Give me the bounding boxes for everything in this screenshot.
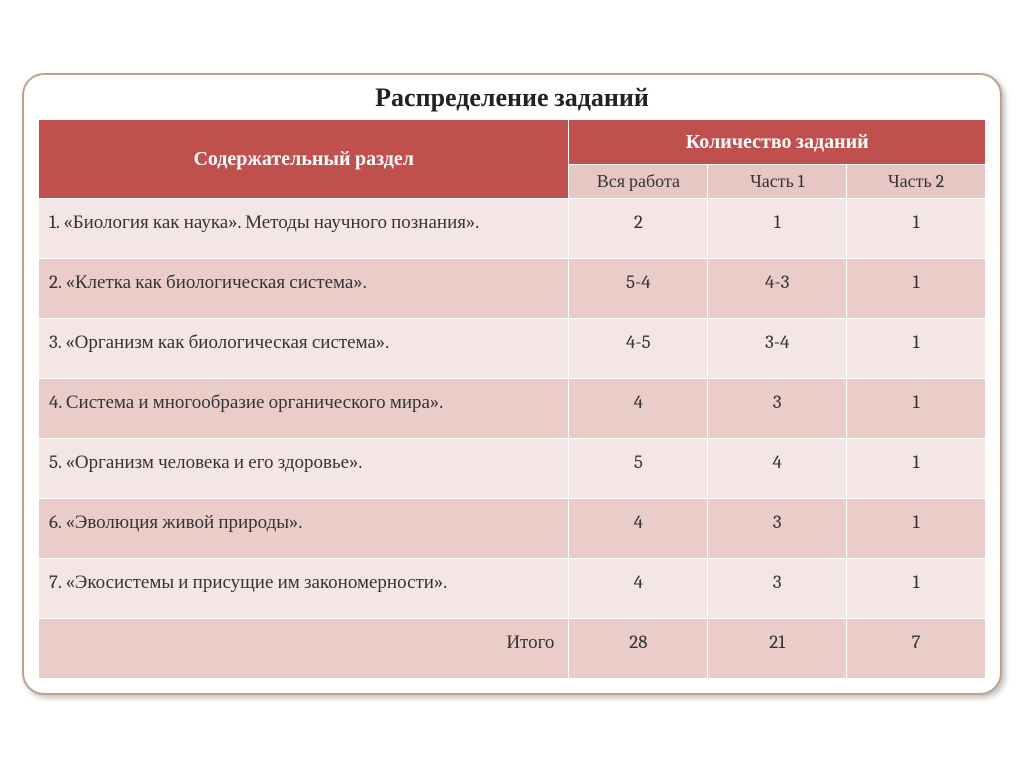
table-row: 5. «Организм человека и его здоровье». 5… [39,439,986,499]
cell-part1: 4 [708,439,847,499]
table-row: 2. «Клетка как биологическая система». 5… [39,259,986,319]
distribution-table: Содержательный раздел Количество заданий… [38,119,986,679]
table-row: 1. «Биология как наука». Методы научного… [39,199,986,259]
cell-total-part1: 21 [708,619,847,679]
cell-section: 1. «Биология как наука». Методы научного… [39,199,569,259]
table-row: 6. «Эволюция живой природы». 4 3 1 [39,499,986,559]
cell-part2: 1 [847,559,986,619]
cell-part2: 1 [847,259,986,319]
cell-section: 2. «Клетка как биологическая система». [39,259,569,319]
cell-section: 6. «Эволюция живой природы». [39,499,569,559]
cell-total: 4-5 [569,319,708,379]
header-sub-total: Вся работа [569,165,708,199]
cell-total-sum: 28 [569,619,708,679]
cell-total: 4 [569,499,708,559]
header-count: Количество заданий [569,120,986,165]
cell-total: 2 [569,199,708,259]
cell-part1: 3-4 [708,319,847,379]
table-frame: Распределение заданий Содержательный раз… [22,73,1002,695]
table-body: 1. «Биология как наука». Методы научного… [39,199,986,679]
header-sub-part2: Часть 2 [847,165,986,199]
table-row: 7. «Экосистемы и присущие им закономерно… [39,559,986,619]
header-sub-part1: Часть 1 [708,165,847,199]
cell-total-label: Итого [39,619,569,679]
table-row-total: Итого 28 21 7 [39,619,986,679]
page-title: Распределение заданий [38,83,986,113]
cell-part1: 1 [708,199,847,259]
cell-part1: 3 [708,379,847,439]
cell-part2: 1 [847,379,986,439]
table-row: 3. «Организм как биологическая система».… [39,319,986,379]
cell-section: 4. Система и многообразие органического … [39,379,569,439]
header-section: Содержательный раздел [39,120,569,199]
cell-total: 5 [569,439,708,499]
cell-total: 4 [569,559,708,619]
cell-section: 5. «Организм человека и его здоровье». [39,439,569,499]
cell-part1: 3 [708,499,847,559]
cell-total: 5-4 [569,259,708,319]
cell-part2: 1 [847,499,986,559]
cell-part1: 4-3 [708,259,847,319]
cell-part1: 3 [708,559,847,619]
cell-total-part2: 7 [847,619,986,679]
cell-part2: 1 [847,439,986,499]
cell-section: 3. «Организм как биологическая система». [39,319,569,379]
cell-total: 4 [569,379,708,439]
cell-part2: 1 [847,319,986,379]
table-row: 4. Система и многообразие органического … [39,379,986,439]
cell-section: 7. «Экосистемы и присущие им закономерно… [39,559,569,619]
cell-part2: 1 [847,199,986,259]
